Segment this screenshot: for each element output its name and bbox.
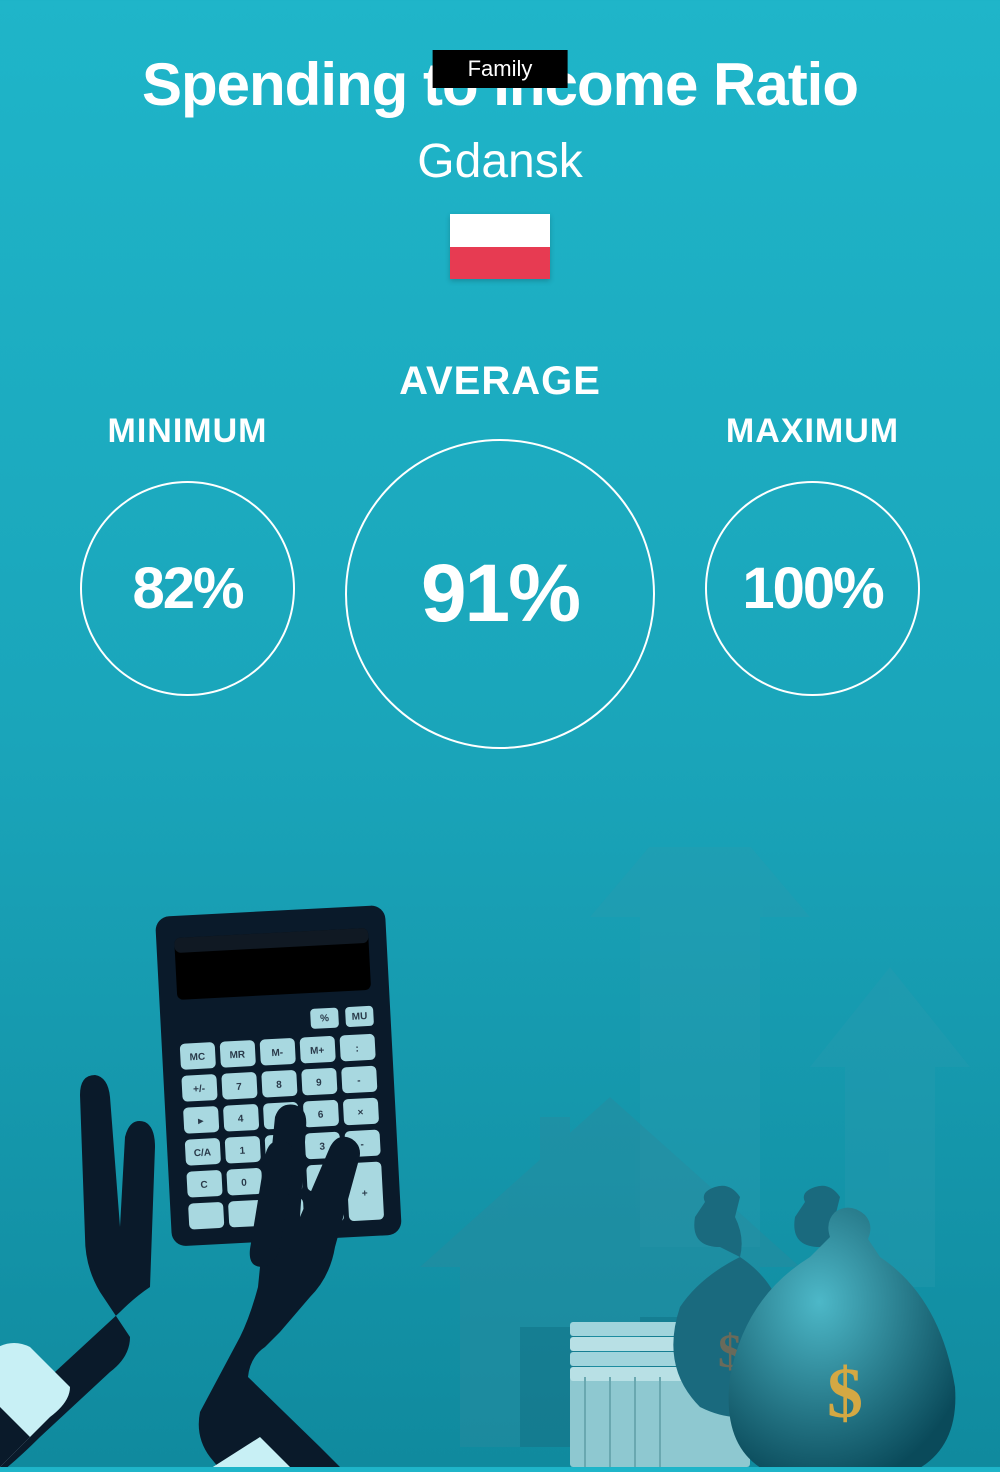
stat-value-average: 91% [421, 547, 579, 641]
svg-text:MC: MC [189, 1052, 205, 1064]
bottom-illustration: $ $ [0, 847, 1000, 1467]
svg-text:+: + [362, 1188, 369, 1199]
svg-text:9: 9 [316, 1077, 323, 1088]
stat-label-minimum: MINIMUM [108, 412, 268, 451]
svg-text:MU: MU [351, 1011, 367, 1023]
svg-text:4: 4 [238, 1114, 245, 1125]
svg-text:7: 7 [236, 1082, 243, 1093]
svg-text:C: C [200, 1180, 208, 1191]
stats-row: MINIMUM 82% AVERAGE 91% MAXIMUM 100% [0, 359, 1000, 749]
stat-value-maximum: 100% [742, 555, 882, 622]
hand-left-icon [0, 1075, 155, 1467]
svg-text:3: 3 [319, 1141, 326, 1152]
svg-text:C/A: C/A [194, 1147, 212, 1159]
stat-maximum: MAXIMUM 100% [705, 412, 920, 696]
stat-circle-minimum: 82% [80, 481, 295, 696]
stat-average: AVERAGE 91% [345, 359, 655, 749]
svg-text:+/-: +/- [193, 1084, 206, 1096]
stat-circle-average: 91% [345, 439, 655, 749]
svg-text::: : [355, 1044, 359, 1055]
flag-stripe-top [450, 214, 550, 247]
svg-text:M-: M- [271, 1047, 283, 1059]
category-badge: Family [433, 50, 568, 88]
svg-text:1: 1 [239, 1146, 246, 1157]
svg-text:MR: MR [229, 1049, 246, 1061]
svg-text:$: $ [827, 1353, 863, 1433]
svg-text:6: 6 [318, 1109, 325, 1120]
stat-label-maximum: MAXIMUM [726, 412, 899, 451]
stat-value-minimum: 82% [132, 555, 242, 622]
flag-stripe-bottom [450, 247, 550, 280]
svg-text:%: % [320, 1013, 330, 1024]
stat-circle-maximum: 100% [705, 481, 920, 696]
svg-text:-: - [357, 1075, 361, 1086]
svg-text:-: - [360, 1139, 364, 1150]
stat-minimum: MINIMUM 82% [80, 412, 295, 696]
location-subtitle: Gdansk [0, 134, 1000, 189]
svg-text:8: 8 [276, 1080, 283, 1091]
svg-text:×: × [357, 1107, 364, 1118]
country-flag [450, 214, 550, 279]
stat-label-average: AVERAGE [399, 359, 601, 404]
svg-text:0: 0 [241, 1178, 248, 1189]
svg-text:M+: M+ [310, 1045, 325, 1057]
